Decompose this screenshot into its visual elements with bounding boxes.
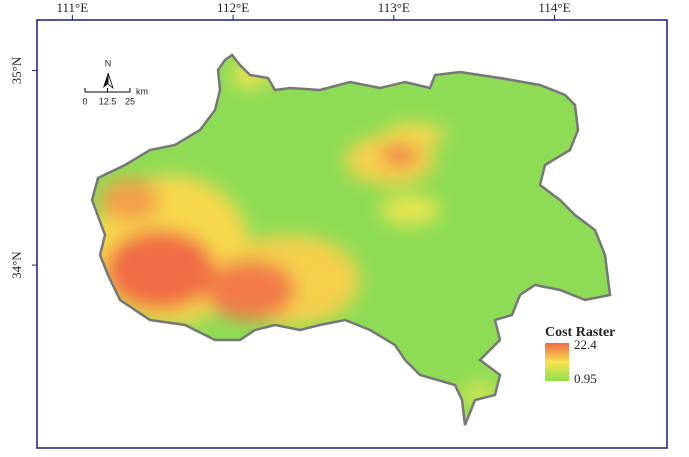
legend-max: 22.4 <box>574 337 597 352</box>
x-tick-label: 113°E <box>378 0 410 15</box>
x-tick-label: 112°E <box>217 0 249 15</box>
scale-label: 25 <box>125 96 135 106</box>
north-arrow: N <box>103 58 114 90</box>
scale-bar: km 0 12.5 25 <box>82 86 148 106</box>
scale-unit: km <box>136 86 148 96</box>
legend-colorbar <box>545 343 569 381</box>
scale-label: 0 <box>82 96 87 106</box>
north-label: N <box>105 58 112 68</box>
legend-min: 0.95 <box>574 371 597 386</box>
x-tick-label: 111°E <box>57 0 89 15</box>
graticule: 111°E 112°E 113°E 114°E 35°N 34°N <box>9 0 571 279</box>
y-tick-label: 34°N <box>9 251 24 279</box>
x-tick-label: 114°E <box>538 0 570 15</box>
legend-title: Cost Raster <box>545 325 615 340</box>
y-tick-label: 35°N <box>9 56 24 84</box>
scale-label: 12.5 <box>99 96 117 106</box>
legend: Cost Raster 22.4 0.95 <box>545 325 615 386</box>
